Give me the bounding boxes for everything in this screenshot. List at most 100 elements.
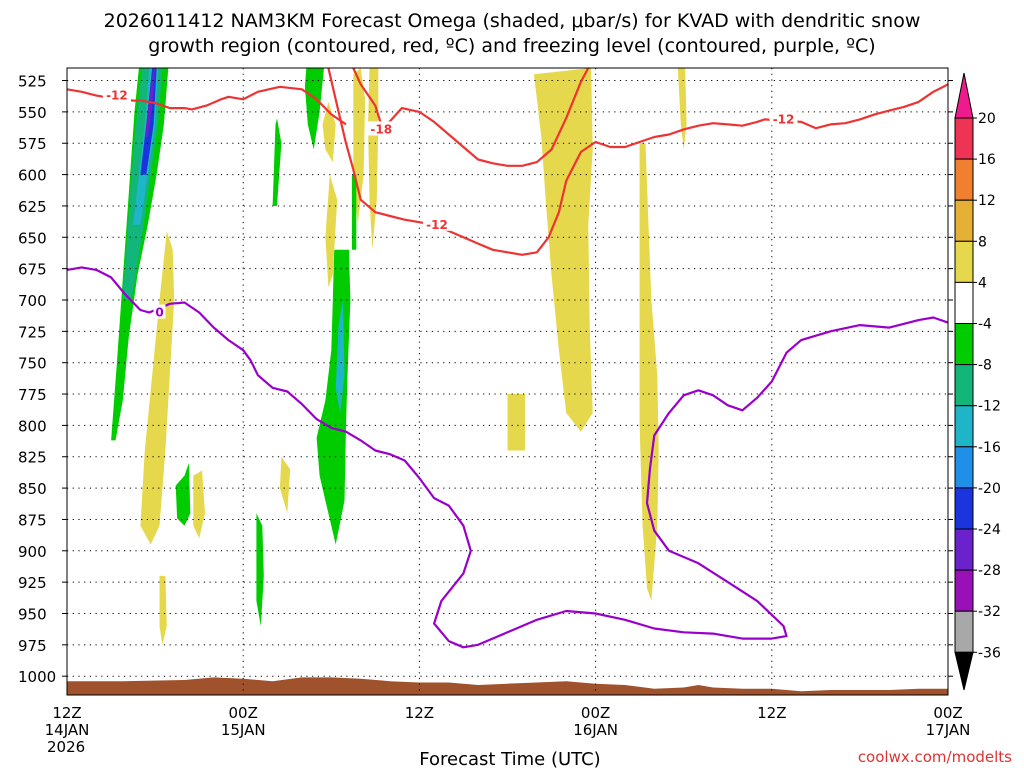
colorbar-bin-3 — [954, 240, 974, 283]
colorbar-bin-4 — [954, 281, 974, 324]
x-tick-label-12-1: 15JAN — [221, 721, 266, 739]
colorbar-bin-8 — [954, 446, 974, 489]
omega-pos-4-k — [639, 143, 659, 601]
colorbar-bottom-arrow — [954, 651, 974, 691]
colorbar-bin-5 — [954, 323, 974, 366]
omega-pos-4-a — [140, 231, 175, 545]
chart-title-line-1: 2026011412 NAM3KM Forecast Omega (shaded… — [104, 10, 921, 32]
colorbar-bin-6 — [954, 364, 974, 407]
y-tick-label-825: 825 — [18, 449, 47, 467]
y-tick-label-525: 525 — [18, 73, 47, 91]
colorbar-label-10: -24 — [978, 522, 1001, 538]
terrain-surface — [67, 677, 948, 695]
omega-pos-4-d — [279, 456, 291, 514]
x-tick-label-48-0: 12Z — [757, 704, 786, 722]
dgz_-12_upper-label-bg — [102, 87, 131, 102]
freezing_level_0-line — [66, 266, 949, 649]
y-tick-label-675: 675 — [18, 261, 47, 279]
x-axis-title: Forecast Time (UTC) — [419, 749, 600, 768]
dgz_-12_lower-label-bg — [769, 111, 798, 126]
omega-pos-8-a — [165, 262, 171, 307]
colorbar-label-13: -36 — [978, 645, 1001, 661]
y-tick-label-850: 850 — [18, 480, 47, 498]
y-tick-label-1000: 1000 — [18, 668, 56, 686]
x-tick-label-36-0: 00Z — [581, 704, 610, 722]
dgz_-12_mid-line — [381, 67, 590, 167]
dgz_-18-line — [352, 67, 383, 125]
terrain-layer — [67, 677, 948, 695]
omega-pos-4-f — [325, 174, 338, 288]
omega-pos-4-l — [677, 68, 687, 150]
y-tick-label-700: 700 — [18, 292, 47, 310]
colorbar-label-0: 20 — [978, 111, 996, 127]
colorbar-label-9: -20 — [978, 481, 1001, 497]
y-tick-label-725: 725 — [18, 323, 47, 341]
omega-neg-4-c — [272, 118, 282, 206]
x-tick-label-0-1: 14JAN — [45, 721, 90, 739]
omega-neg-4-b — [175, 463, 191, 526]
dgz_-18-label: -18 — [370, 122, 392, 136]
dgz_-12_mid-label-bg — [423, 216, 452, 231]
x-tick-label-36-1: 16JAN — [573, 721, 618, 739]
y-tick-label-775: 775 — [18, 386, 47, 404]
omega-neg-4-e — [304, 68, 324, 150]
omega-neg-12-f — [335, 300, 345, 413]
x-tick-label-60-0: 00Z — [933, 704, 962, 722]
colorbar-label-7: -12 — [978, 399, 1001, 415]
y-tick-label-650: 650 — [18, 229, 47, 247]
omega-neg-4-streak-a — [111, 68, 169, 441]
omega-neg-4-g — [351, 174, 357, 250]
colorbar-bin-1 — [954, 158, 974, 201]
y-tick-label-625: 625 — [18, 198, 47, 216]
y-tick-label-950: 950 — [18, 605, 47, 623]
plot-frame — [66, 67, 949, 696]
dgz_-12_upper-label: -12 — [106, 89, 128, 103]
colorbar-label-2: 12 — [978, 193, 996, 209]
y-tick-label-600: 600 — [18, 167, 47, 185]
dgz_-12_lower-label: -12 — [773, 112, 795, 126]
colorbar-bin-10 — [954, 528, 974, 571]
gridlines-layer — [66, 68, 949, 695]
omega-pos-4-i — [507, 394, 526, 451]
omega-neg-4-d — [256, 513, 264, 626]
contour-layer — [66, 67, 949, 649]
omega-pos-4-h — [368, 68, 379, 250]
colorbar-bin-11 — [954, 569, 974, 612]
x-tick-label-24-0: 12Z — [405, 704, 434, 722]
colorbar-bin-2 — [954, 199, 974, 242]
x-tick-label-0-2: 2026 — [47, 738, 85, 756]
colorbar-label-4: 4 — [978, 275, 987, 291]
y-tick-label-900: 900 — [18, 543, 47, 561]
colorbar-label-3: 8 — [978, 234, 987, 250]
colorbar-bin-9 — [954, 487, 974, 530]
freezing_level_0-label-bg — [153, 304, 166, 319]
colorbar-bin-7 — [954, 405, 974, 448]
colorbar-label-8: -16 — [978, 440, 1001, 456]
credit-text: coolwx.com/modelts — [858, 748, 1012, 766]
y-tick-label-575: 575 — [18, 135, 47, 153]
colorbar-label-12: -32 — [978, 604, 1001, 620]
colorbar-label-1: 16 — [978, 152, 996, 168]
dgz_-18-label-bg — [367, 121, 396, 136]
colorbar-top-arrow — [954, 72, 974, 119]
freezing_level_0-label: 0 — [155, 306, 163, 320]
omega-shading-layer — [111, 68, 687, 645]
x-tick-label-60-1: 17JAN — [926, 721, 971, 739]
y-tick-label-800: 800 — [18, 417, 47, 435]
colorbar-bin-12 — [954, 610, 974, 653]
colorbar-label-11: -28 — [978, 563, 1001, 579]
y-tick-label-975: 975 — [18, 637, 47, 655]
x-tick-label-12-0: 00Z — [229, 704, 258, 722]
y-tick-label-750: 750 — [18, 355, 47, 373]
y-tick-label-925: 925 — [18, 574, 47, 592]
x-tick-label-0-0: 12Z — [52, 704, 81, 722]
y-tick-label-550: 550 — [18, 104, 47, 122]
chart-title-line-2: growth region (contoured, red, ºC) and f… — [148, 35, 875, 57]
colorbar-label-5: -4 — [978, 317, 992, 333]
colorbar: 20 16 12 8 4 -4 -8 -12 -16 -20 -24 -28 -32 -36 — [954, 72, 1001, 691]
contour-labels-layer: -12 -18 -12 -12 0 — [102, 87, 798, 320]
omega-neg-4-f — [316, 249, 351, 545]
dgz_-12_mid-label: -12 — [426, 218, 448, 232]
